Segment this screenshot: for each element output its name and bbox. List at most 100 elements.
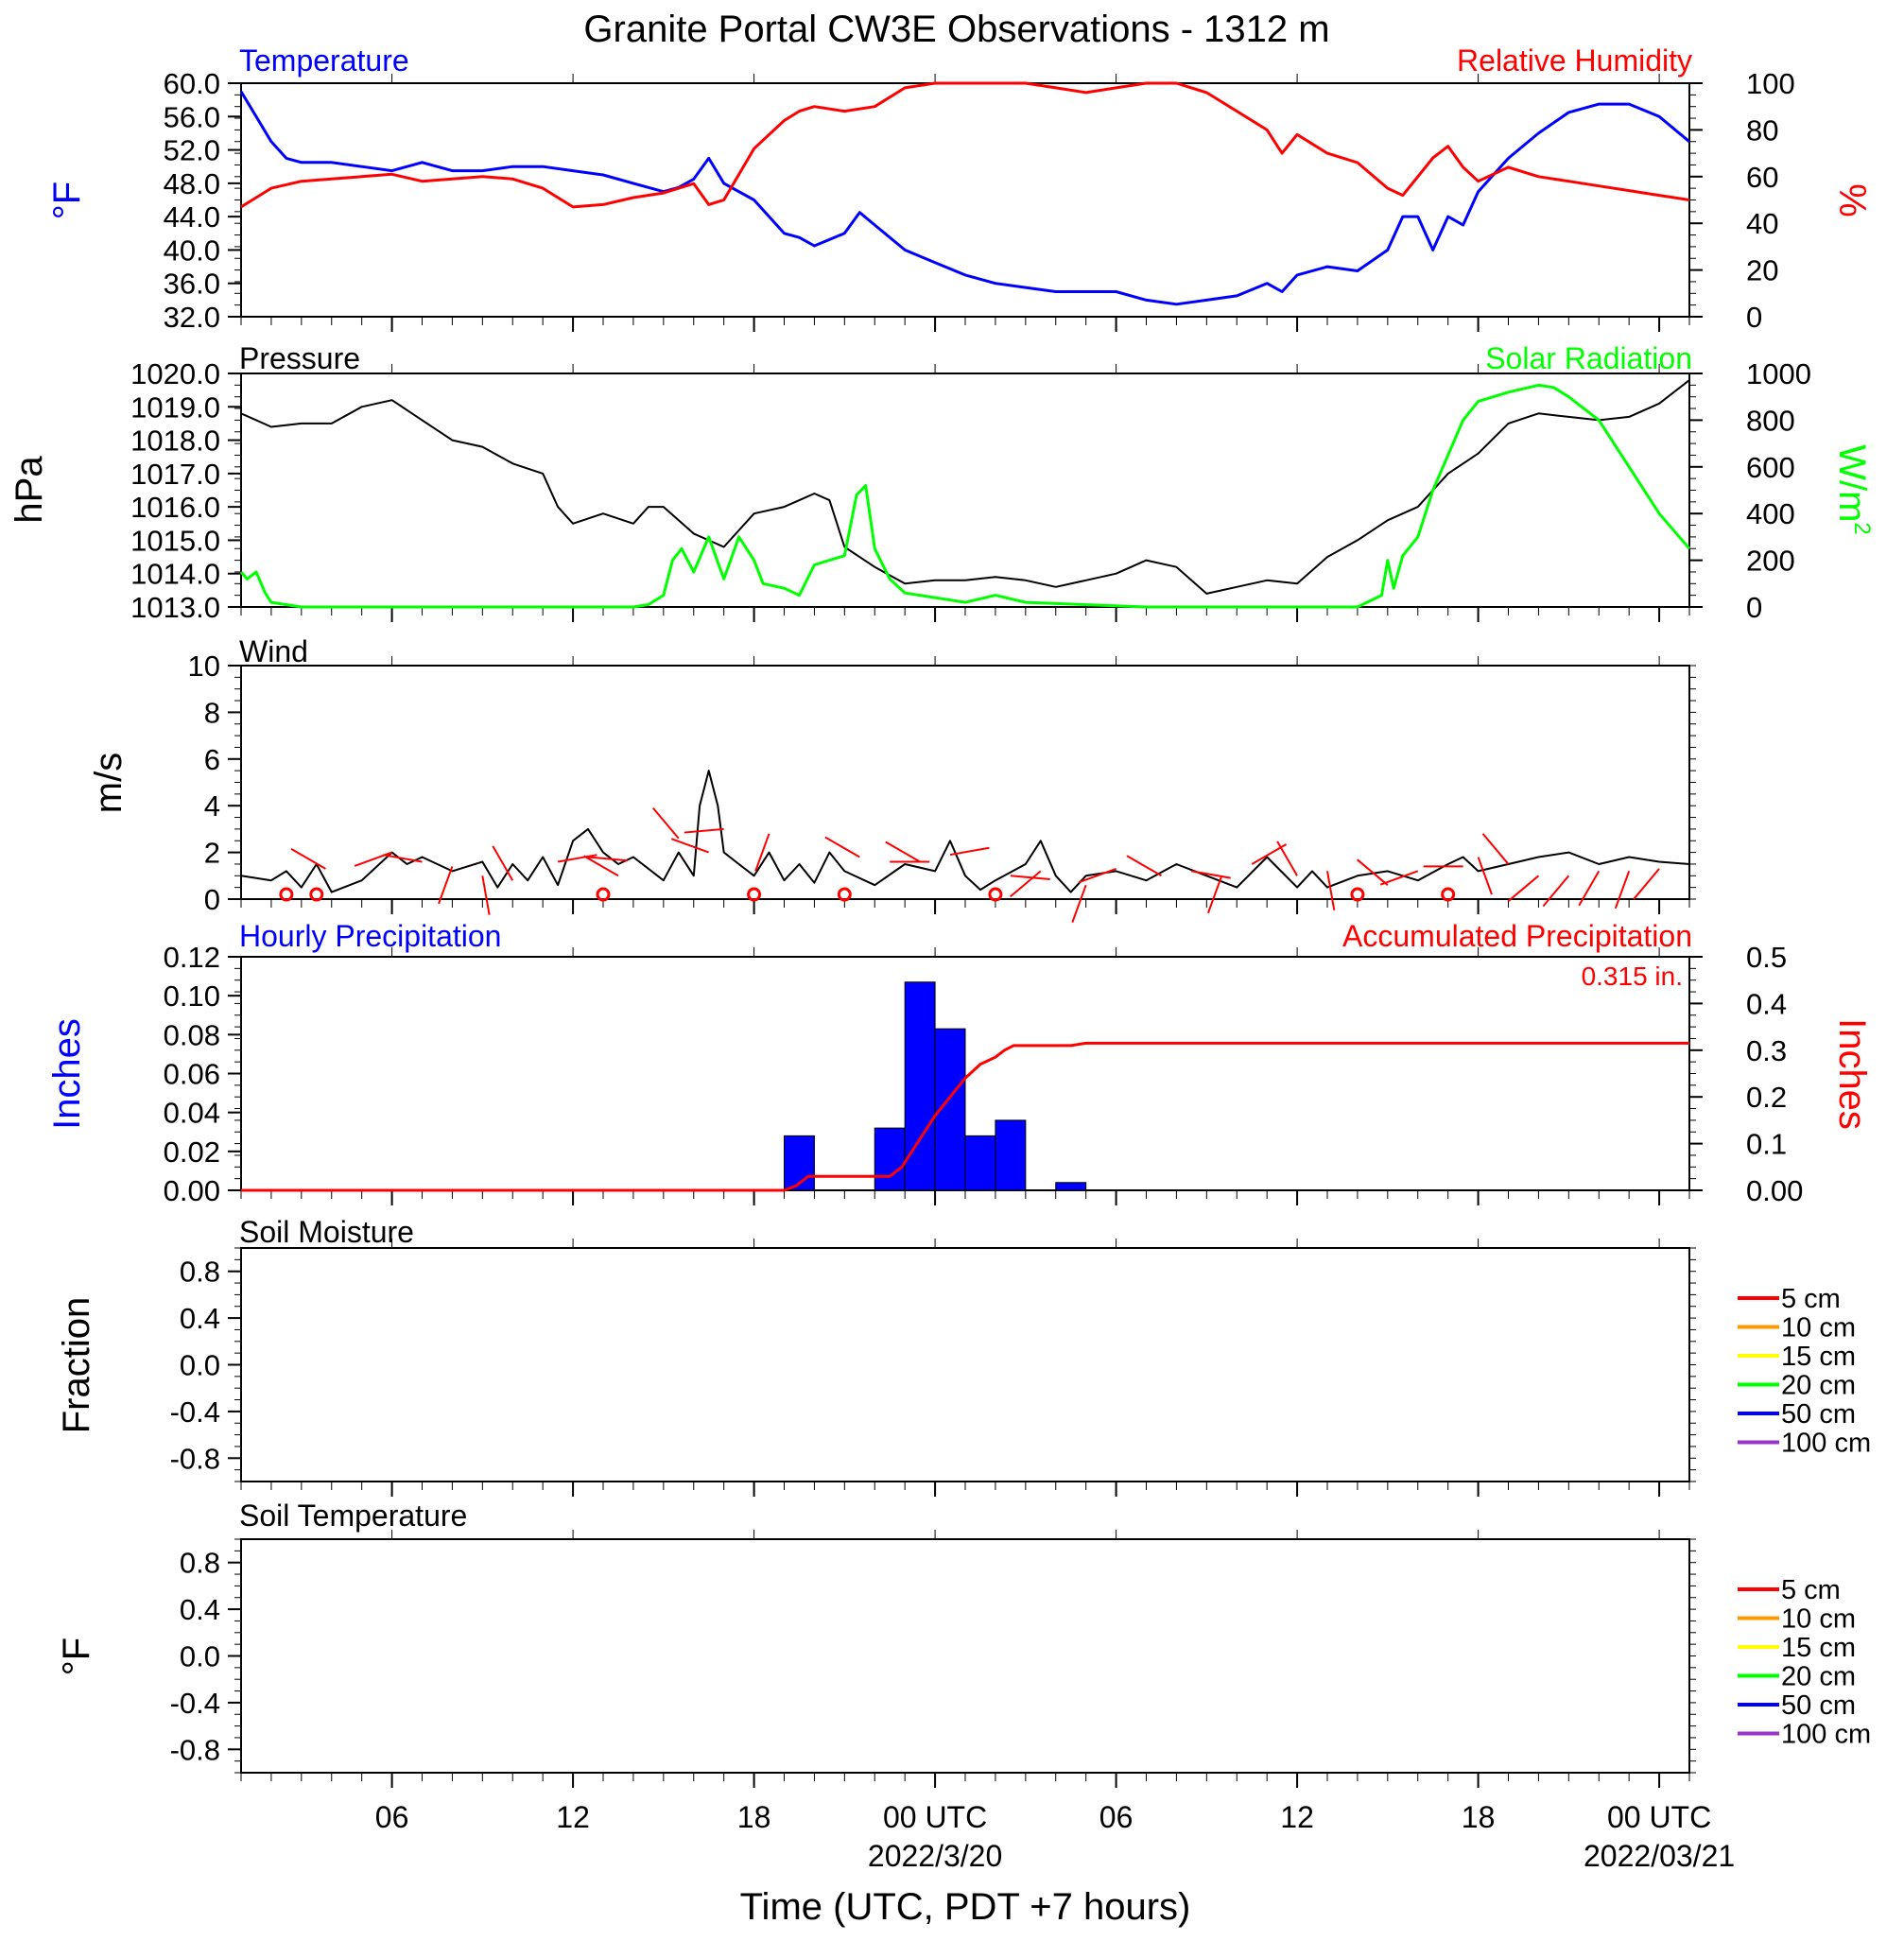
y-tick-label: 36.0 [164,268,220,301]
x-tick-label: 18 [737,1800,771,1834]
y-tick-label: 0.08 [164,1018,220,1051]
x-tick-label: 06 [375,1800,409,1834]
wind-barb [1071,884,1087,923]
wind-barb [885,841,921,863]
y-tick-label: 0.4 [180,1302,220,1335]
precip-bar [995,1119,1027,1191]
y-tick-label: 0.0 [180,1349,220,1382]
wind-barb [354,851,392,867]
y-tick-label-right: 1000 [1746,357,1811,390]
y-tick-label-right: 20 [1746,254,1778,287]
wind-barb [1542,875,1570,908]
y-tick-label: 1015.0 [130,524,220,557]
wind-barb [481,875,491,915]
wind-barb [824,836,860,858]
panel-frame [240,82,1690,318]
soil-temperature-unit: °F [56,1638,97,1675]
wind-barb [1078,867,1116,884]
series-line-accumulated-precipitation [241,1041,1689,1192]
y-tick-label-right: 40 [1746,207,1778,240]
y-tick-label: 0.12 [164,941,220,974]
pressure-unit: hPa [9,456,50,524]
y-tick-label: 0 [204,883,220,916]
wind-barb [382,854,423,863]
y-tick-label: 0.0 [180,1640,220,1673]
y-tick-label-right: 0.5 [1746,941,1787,974]
wind-calm-marker [309,887,324,902]
soil-moisture-unit: Fraction [56,1297,97,1434]
legend-label: 100 cm [1781,1720,1871,1750]
panel-frame [240,1247,1690,1482]
soil-temperature-label: Soil Temperature [239,1499,467,1533]
series-line-relative-humidity [240,81,1690,209]
panel-0-marks: 60.056.052.048.044.040.036.032.0 100 80 60 4… [164,67,1795,334]
precip-bar [1055,1182,1087,1191]
x-tick-label: 12 [556,1800,590,1834]
wind-barb [290,848,326,870]
wind-label: Wind [239,634,308,668]
y-tick-label: 4 [204,789,220,823]
legend-label: 10 cm [1781,1604,1856,1635]
wind-calm-marker [279,887,294,902]
precip-bar [874,1127,906,1191]
wind-barb [1578,870,1601,907]
y-tick-label: -0.8 [170,1733,220,1766]
panel-frame [240,665,1690,900]
precip-bar [904,981,936,1191]
series-line-temperature [239,91,1690,306]
wind-barb [1379,870,1419,886]
y-tick-label: 0.00 [164,1174,220,1207]
wind-barb [670,838,710,854]
y-tick-label: 0.8 [180,1256,220,1289]
accum-precip-total: 0.315 in. [1582,962,1683,991]
y-tick-label: 1013.0 [130,591,220,624]
y-tick-label-right: 0.1 [1746,1128,1787,1161]
wind-calm-marker [837,887,852,902]
y-tick-label-right: 0 [1746,301,1762,334]
wind-barb [949,846,990,857]
y-tick-label: 52.0 [164,134,220,167]
y-tick-label-right: 0.4 [1746,987,1787,1020]
wind-barb [438,866,454,905]
legend-label: 5 cm [1781,1284,1841,1314]
wind-barb [1614,871,1631,910]
panel-pressure-solar: Pressure Solar Radiation hPa W/m2 [9,341,1875,608]
y-tick-label-right: 60 [1746,161,1778,194]
wind-barb [1507,875,1540,903]
x-tick-label: 12 [1280,1800,1314,1834]
y-tick-label: 8 [204,696,220,729]
chart-marks: 60.056.052.048.044.040.036.032.010080604… [130,67,1871,1873]
wind-barb [1276,841,1298,876]
y-tick-label: 0.02 [164,1135,220,1169]
x-date-label: 2022/3/20 [868,1839,1002,1873]
precip-bar [784,1135,815,1191]
y-tick-label-right: 800 [1746,404,1795,437]
solar-unit: W/m2 [1831,444,1875,535]
wind-barb [754,833,770,872]
y-tick-label-right: 200 [1746,545,1795,578]
wind-barb [587,856,628,862]
y-tick-label: -0.8 [170,1442,220,1475]
panel-3-marks: 0.12 0.10 0.08 0.06 0.04 0.02 0.00 0.5 0.4 0.3 0.2… [164,941,1804,1207]
legend-label: 100 cm [1781,1429,1871,1459]
wind-barb [1126,855,1162,877]
y-tick-label: 0.4 [180,1593,220,1626]
legend-label: 20 cm [1781,1662,1856,1692]
legend-label: 20 cm [1781,1371,1856,1401]
wind-calm-marker [1350,887,1365,902]
legend-label: 10 cm [1781,1313,1856,1343]
legend-label: 50 cm [1781,1399,1856,1430]
y-tick-label: -0.4 [170,1395,220,1429]
accum-precip-unit: Inches [1831,1018,1873,1130]
pressure-label: Pressure [239,341,360,375]
y-tick-label: 1016.0 [130,491,220,524]
x-tick-label: 00 UTC [1607,1800,1711,1834]
panel-frame [240,1538,1690,1774]
wind-calm-marker [747,887,762,902]
y-tick-label: 1019.0 [130,390,220,424]
wind-unit: m/s [88,753,130,813]
panel-wind: Wind m/s [88,634,1690,900]
panel-2-marks: 10 8 6 4 2 0 [188,650,1696,923]
y-tick-label: 1020.0 [130,357,220,390]
y-tick-label: 0.04 [164,1097,220,1130]
